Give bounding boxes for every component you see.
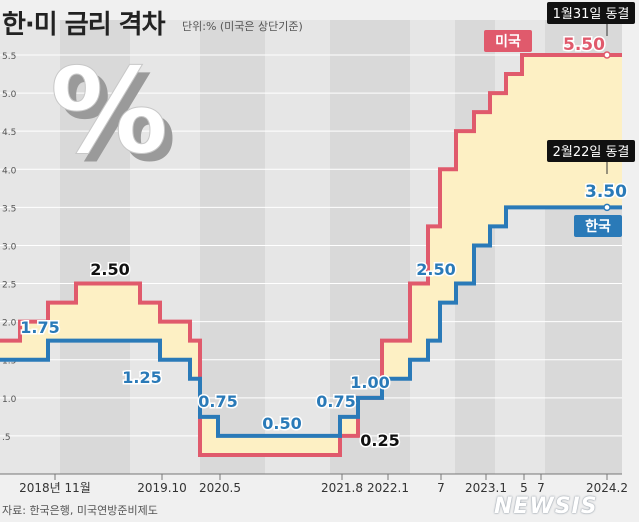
series-tag-korea: 한국 [585, 219, 611, 235]
end-marker [603, 51, 611, 59]
series-line [0, 205, 622, 438]
data-label: 0.75 [316, 392, 355, 411]
x-tick-label: 2022.1 [367, 481, 409, 495]
newsis-logo: NEWSIS [494, 494, 598, 519]
data-label: 0.25 [360, 431, 399, 450]
us-end-note: 1월31일 동결 [553, 7, 630, 22]
x-tick-label: 2021.8 [321, 481, 363, 495]
percent-sign-face: % [50, 42, 168, 180]
background-band [0, 20, 60, 474]
us-end-note-bg [547, 2, 635, 24]
x-tick-label: 5 [520, 481, 528, 495]
y-tick-label: 3.5 [2, 204, 16, 214]
korea-end-note-bg [547, 140, 635, 162]
data-label: 5.50 [563, 35, 605, 55]
unit-note: 단위:% (미국은 상단기준) [182, 20, 303, 33]
end-marker [603, 203, 611, 212]
background-band [200, 20, 265, 474]
data-label: 1.75 [20, 318, 59, 337]
background-band [130, 20, 200, 474]
background-band [265, 20, 330, 474]
x-tick-label: 7 [437, 481, 445, 495]
y-tick-label: 3.0 [2, 242, 17, 252]
y-tick-label: 1.0 [2, 395, 17, 405]
korea-end-note: 2월22일 동결 [553, 145, 630, 160]
data-label: 3.50 [585, 182, 627, 202]
data-label: 2.50 [416, 260, 455, 279]
series-tag-us-bg [484, 30, 532, 52]
percent-sign-shadow: % [58, 50, 176, 188]
x-tick-label: 2023.1 [465, 481, 507, 495]
data-label: 1.00 [350, 373, 389, 392]
y-tick-label: 5.5 [2, 52, 16, 62]
x-tick-label: 2019.10 [137, 481, 187, 495]
x-tick-label: 2024.2 [586, 481, 628, 495]
y-tick-label: 4.0 [2, 166, 17, 176]
data-label: 2.50 [90, 260, 129, 279]
percent-sign-icon: %% [50, 42, 177, 189]
y-tick-label: 5.0 [2, 90, 17, 100]
data-label: 0.75 [198, 392, 237, 411]
chart-title: 한·미 금리 격차 [2, 10, 166, 40]
y-tick-label: .5 [2, 433, 11, 443]
data-label: 1.25 [122, 368, 161, 387]
source-note: 자료: 한국은행, 미국연방준비제도 [2, 504, 158, 517]
y-tick-label: 2.0 [2, 319, 17, 329]
x-tick-label: 2018년 11월 [19, 481, 91, 495]
x-tick-label: 2020.5 [199, 481, 241, 495]
y-tick-label: 4.5 [2, 128, 16, 138]
rate-gap-area [0, 55, 622, 455]
background-band [60, 20, 130, 474]
data-label: 0.50 [262, 414, 301, 433]
series-tag-korea-bg [574, 215, 622, 237]
y-tick-label: 2.5 [2, 281, 16, 291]
x-tick-label: 7 [537, 481, 545, 495]
series-tag-us: 미국 [495, 34, 521, 50]
